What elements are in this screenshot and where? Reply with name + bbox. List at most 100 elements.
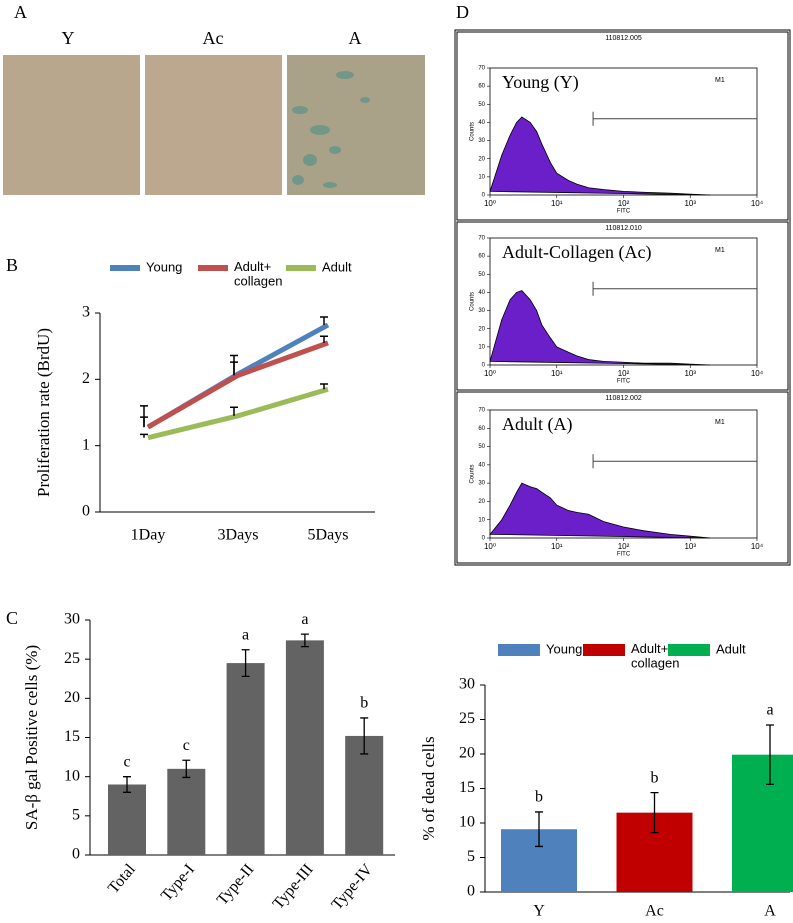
y-tick-label: 5 <box>467 848 475 865</box>
series-line <box>146 340 329 430</box>
y-tick-label: 60 <box>478 426 485 432</box>
x-tick-label: 10² <box>618 542 630 551</box>
x-tick-label: Type-II <box>214 861 258 909</box>
bar <box>108 784 146 855</box>
y-tick-label: 0 <box>482 193 486 199</box>
micrograph-label: A <box>349 28 362 48</box>
y-tick-label: 30 <box>459 676 475 693</box>
histogram-id: 110812.005 <box>605 35 642 42</box>
error-bar <box>320 383 328 390</box>
x-tick-label: 10² <box>618 369 630 378</box>
error-bar <box>766 724 774 786</box>
y-tick-label: 40 <box>478 120 485 126</box>
y-axis-label: % of dead cells <box>419 736 438 840</box>
significance-letter: a <box>242 626 249 643</box>
legend-label: Adult+ collagen <box>631 641 679 670</box>
histogram-title: Adult (A) <box>502 414 573 435</box>
x-axis-label: FITC <box>617 379 631 385</box>
y-tick-label: 50 <box>478 102 485 108</box>
y-tick-label: 1 <box>82 436 90 453</box>
x-tick-label: 10³ <box>684 369 696 378</box>
error-bar <box>140 433 148 438</box>
y-tick-label: 15 <box>64 728 80 745</box>
y-tick-label: 0 <box>482 536 486 542</box>
y-tick-label: 10 <box>478 517 485 523</box>
error-bar <box>140 416 148 428</box>
x-tick-label: 10¹ <box>551 542 563 551</box>
x-tick-label: 5Days <box>308 527 349 544</box>
gate-label: M1 <box>715 247 725 254</box>
y-tick-label: 10 <box>478 174 485 180</box>
y-axis-label: SA-β gal Positive cells (%) <box>22 645 41 830</box>
panel-d-frame <box>454 29 791 566</box>
panel-label: A <box>14 2 27 22</box>
y-tick-label: 20 <box>478 326 485 332</box>
y-tick-label: 25 <box>459 710 475 727</box>
y-tick-label: 50 <box>478 272 485 278</box>
x-tick-label: 10⁴ <box>751 199 764 208</box>
x-tick-label: 10³ <box>684 199 696 208</box>
y-tick-label: 3 <box>82 304 90 321</box>
gate-marker <box>592 281 757 296</box>
bar <box>285 640 324 855</box>
panel-label: C <box>6 608 18 628</box>
x-tick-label: 10¹ <box>551 199 563 208</box>
x-tick-label: 10¹ <box>551 369 563 378</box>
error-bar <box>300 633 309 648</box>
y-tick-label: 0 <box>72 846 80 863</box>
bar <box>732 754 793 892</box>
y-tick-label: 15 <box>459 779 475 796</box>
histogram-id: 110812.010 <box>605 225 642 232</box>
y-axis-label: Counts <box>470 464 476 483</box>
histogram-title: Young (Y) <box>502 72 579 93</box>
histogram-id: 110812.002 <box>605 395 642 402</box>
x-tick-label: 10⁴ <box>751 542 764 551</box>
x-tick-label: 3Days <box>218 527 259 544</box>
bar <box>167 768 206 855</box>
y-tick-label: 0 <box>482 363 486 369</box>
significance-letter: c <box>183 737 190 754</box>
error-bar <box>320 316 328 325</box>
histogram-frame <box>456 31 789 221</box>
x-tick-label: 10⁴ <box>751 369 764 378</box>
y-tick-label: 10 <box>64 767 80 784</box>
significance-letter: a <box>766 702 773 719</box>
significance-letter: b <box>535 789 543 806</box>
x-tick-label: 10⁰ <box>484 199 496 208</box>
x-tick-label: 10⁰ <box>484 369 496 378</box>
micrograph <box>145 55 282 195</box>
error-bar <box>182 759 191 779</box>
histogram-frame <box>456 391 789 564</box>
y-tick-label: 30 <box>478 138 485 144</box>
series-line <box>147 386 329 441</box>
histogram-area <box>489 116 711 196</box>
x-tick-label: 10³ <box>684 542 696 551</box>
legend-swatch <box>583 644 625 656</box>
histogram-area <box>489 290 711 366</box>
legend-label: Adult+ collagen <box>234 259 282 288</box>
significance-letter: b <box>360 695 368 712</box>
y-tick-label: 70 <box>478 66 485 72</box>
y-tick-label: 25 <box>64 650 80 667</box>
y-tick-label: 70 <box>478 236 485 242</box>
x-axis-label: FITC <box>617 209 631 215</box>
legend-swatch <box>498 644 540 656</box>
significance-letter: b <box>651 769 659 786</box>
micrographs: Y Ac A <box>3 28 425 195</box>
panel-label: D <box>456 2 469 22</box>
histogram-area <box>489 482 711 539</box>
x-tick-label: Type-IV <box>328 861 376 914</box>
y-tick-label: 20 <box>478 499 485 505</box>
error-bar <box>123 776 131 793</box>
error-bar <box>230 406 238 416</box>
y-tick-label: 2 <box>82 370 90 387</box>
y-tick-label: 50 <box>478 444 485 450</box>
legend-label: Adult <box>322 259 352 274</box>
stain <box>292 71 370 188</box>
gate-label: M1 <box>715 419 725 426</box>
y-tick-label: 10 <box>459 814 475 831</box>
y-tick-label: 10 <box>478 344 485 350</box>
error-bar <box>535 811 543 848</box>
y-tick-label: 60 <box>478 84 485 90</box>
